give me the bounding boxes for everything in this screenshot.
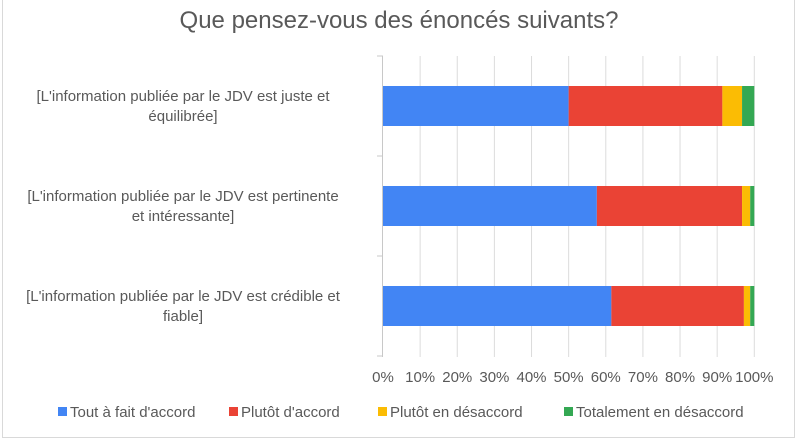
- category-label-line: [L'information publiée par le JDV est ju…: [36, 88, 330, 105]
- bars: [383, 86, 755, 326]
- category-label-line: équilibrée]: [148, 108, 217, 125]
- legend-swatch: [564, 407, 573, 416]
- legend-item[interactable]: Tout à fait d'accord: [58, 404, 195, 421]
- chart-title: Que pensez-vous des énoncés suivants?: [180, 7, 619, 34]
- legend-item[interactable]: Plutôt en désaccord: [378, 404, 523, 421]
- bar-segment[interactable]: [568, 86, 723, 126]
- legend-item[interactable]: Totalement en désaccord: [564, 404, 744, 421]
- bar-segment[interactable]: [611, 286, 744, 326]
- category-label-line: fiable]: [163, 308, 203, 325]
- legend-label: Plutôt en désaccord: [390, 404, 523, 421]
- bar-segment[interactable]: [383, 186, 597, 226]
- legend-label: Totalement en désaccord: [576, 404, 744, 421]
- x-tick-label: 20%: [442, 369, 472, 386]
- bar-segment[interactable]: [743, 286, 751, 326]
- category-label-line: et intéressante]: [132, 208, 235, 225]
- category-label: [L'information publiée par le JDV est cr…: [26, 288, 341, 325]
- category-label: [L'information publiée par le JDV est ju…: [36, 88, 330, 125]
- legend-swatch: [58, 407, 67, 416]
- legend-swatch: [229, 407, 238, 416]
- category-label-line: [L'information publiée par le JDV est pe…: [27, 188, 338, 205]
- bar-segment[interactable]: [383, 86, 569, 126]
- x-tick-label: 60%: [591, 369, 621, 386]
- category-label-line: [L'information publiée par le JDV est cr…: [26, 288, 341, 305]
- x-tick-label: 40%: [517, 369, 547, 386]
- legend-label: Tout à fait d'accord: [70, 404, 195, 421]
- x-tick-label: 70%: [628, 369, 658, 386]
- legend: Tout à fait d'accord Plutôt d'accord Plutô…: [58, 404, 744, 421]
- x-tick-label: 80%: [665, 369, 695, 386]
- bar-segment[interactable]: [742, 86, 755, 126]
- bar-segment[interactable]: [742, 186, 751, 226]
- axes: [377, 55, 383, 357]
- legend-label: Plutôt d'accord: [241, 404, 340, 421]
- bar-segment[interactable]: [722, 86, 743, 126]
- x-tick-label: 0%: [372, 369, 394, 386]
- x-tick-label: 50%: [554, 369, 584, 386]
- legend-item[interactable]: Plutôt d'accord: [229, 404, 340, 421]
- bar-segment[interactable]: [383, 286, 612, 326]
- category-label: [L'information publiée par le JDV est pe…: [27, 188, 338, 225]
- x-tick-label: 10%: [405, 369, 435, 386]
- x-tick-labels: 0% 10% 20% 30% 40% 50% 60% 70% 80% 90% 100%: [372, 369, 773, 386]
- bar-segment[interactable]: [750, 286, 755, 326]
- bar-segment[interactable]: [750, 186, 755, 226]
- bar-segment[interactable]: [596, 186, 743, 226]
- x-tick-label: 90%: [702, 369, 732, 386]
- x-tick-label: 30%: [479, 369, 509, 386]
- x-tick-label: 100%: [735, 369, 773, 386]
- category-labels: [L'information publiée par le JDV est ju…: [26, 88, 341, 325]
- legend-swatch: [378, 407, 387, 416]
